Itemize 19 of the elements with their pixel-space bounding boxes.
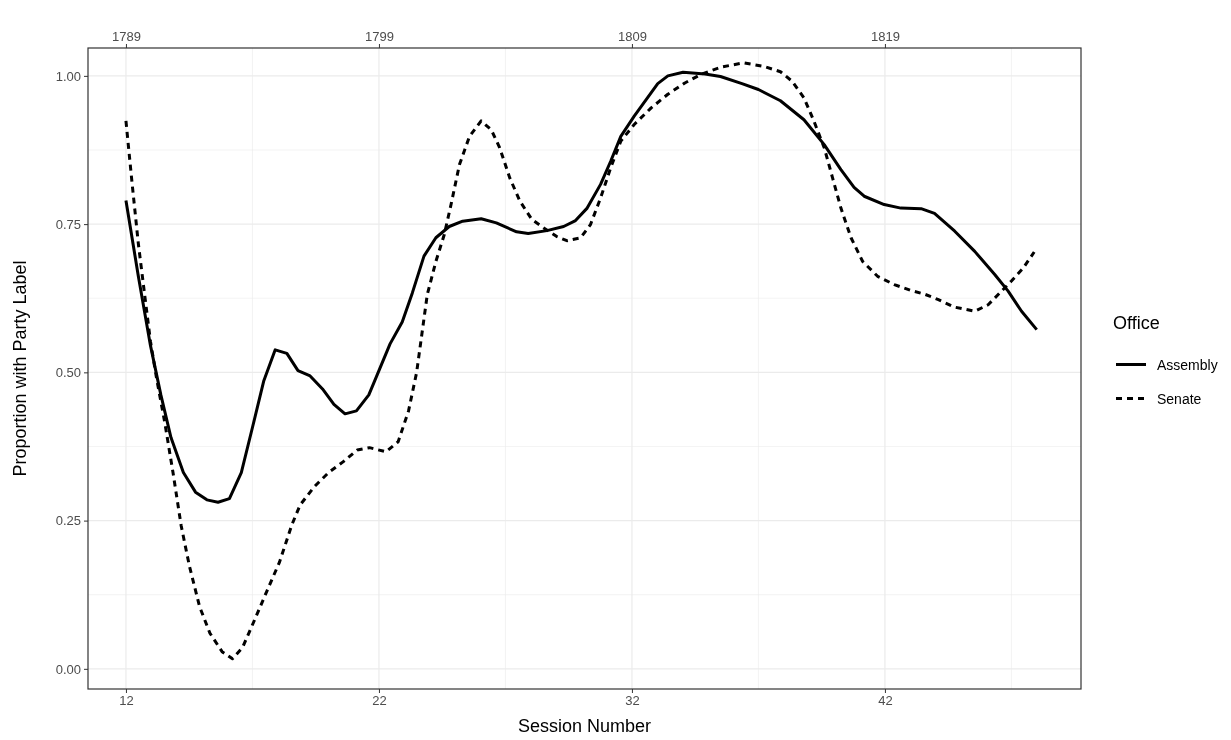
y-tick-label: 0.75 [55, 216, 81, 232]
x-axis-title: Session Number [517, 716, 652, 736]
y-tick-label: 0.00 [55, 661, 81, 677]
x-tick-label: 22 [372, 693, 387, 709]
x2-tick-label: 1789 [111, 29, 141, 44]
y-tick-label: 0.50 [55, 365, 81, 381]
legend-label: Assembly [1157, 356, 1218, 373]
x2-tick-label: 1819 [870, 29, 900, 44]
x-tick-label: 42 [878, 693, 893, 709]
y-tick-label: 0.25 [55, 513, 81, 529]
y-tick-label: 1.00 [55, 68, 81, 84]
x-tick-label: 12 [119, 693, 134, 709]
line-series [124, 61, 1036, 661]
y-axis-title: Proportion with Party Label [10, 260, 30, 477]
x-tick-label: 32 [625, 693, 640, 709]
legend-title: Office [1113, 312, 1160, 333]
x2-tick-label: 1809 [617, 29, 647, 44]
x2-tick-label: 1799 [364, 29, 394, 44]
legend-label: Senate [1157, 390, 1202, 407]
